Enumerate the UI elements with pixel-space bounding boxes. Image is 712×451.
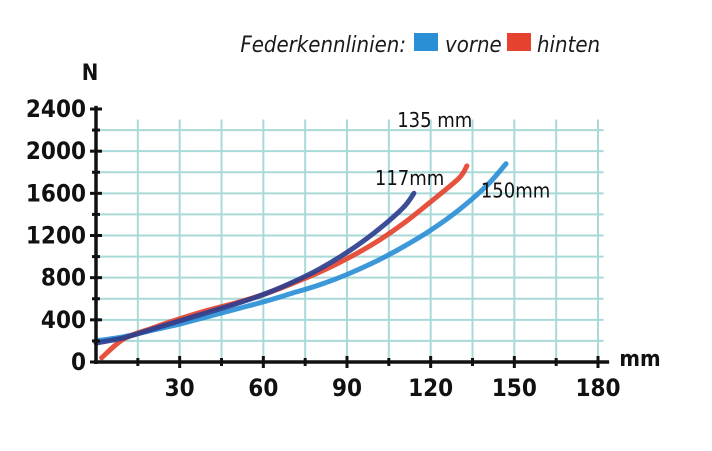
tick-labels: 0 400 800 1200 1600 2000 2400 30 60 90 120 150 180 (26, 95, 621, 402)
y-tick-label: 400 (41, 306, 86, 334)
x-tick-label: 60 (248, 374, 278, 402)
y-tick-label: 800 (41, 264, 86, 292)
legend-swatch-hinten (507, 33, 531, 51)
y-axis-label: N (82, 61, 99, 86)
legend: Federkennlinien: vorne hinten . (240, 33, 601, 58)
legend-swatch-vorne (414, 33, 438, 51)
series-lines (93, 161, 509, 361)
annotation-label: 135 mm (397, 108, 472, 132)
legend-label-vorne: vorne (445, 33, 502, 58)
y-tick-label: 1600 (26, 179, 86, 207)
legend-label-hinten: hinten (537, 33, 600, 58)
annotation-label: 150mm (481, 179, 550, 203)
y-tick-label: 0 (71, 348, 86, 376)
x-axis-label: mm (619, 347, 660, 372)
y-tick-label: 1200 (26, 222, 86, 250)
legend-title: Federkennlinien: (240, 33, 406, 58)
series-line-extra (93, 190, 417, 346)
x-tick-label: 90 (332, 374, 362, 402)
y-tick-label: 2400 (26, 95, 86, 123)
annotation-label: 117mm (375, 166, 444, 190)
x-tick-label: 30 (165, 374, 195, 402)
annotations: 117mm 135 mm 150mm (375, 108, 550, 203)
grid (96, 119, 604, 362)
x-tick-label: 180 (575, 374, 620, 402)
y-tick-label: 2000 (26, 137, 86, 165)
legend-label-hinten-dot: . (595, 33, 601, 58)
x-tick-label: 150 (492, 374, 537, 402)
x-tick-label: 120 (408, 374, 453, 402)
